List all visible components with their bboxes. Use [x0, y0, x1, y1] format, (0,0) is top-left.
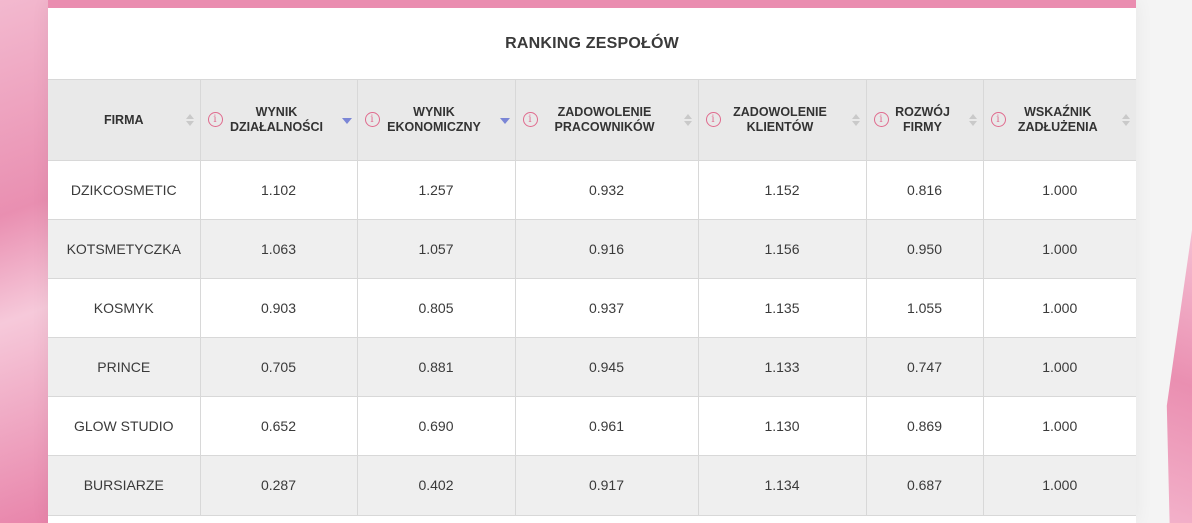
sort-icon[interactable] [1121, 114, 1130, 128]
score-cell: 0.816 [866, 160, 984, 220]
column-header-label: ROZWÓJ FIRMY [895, 105, 950, 134]
background-decor-right [1136, 0, 1192, 523]
sort-icon[interactable] [683, 114, 692, 128]
column-header-label: FIRMA [103, 112, 144, 127]
team-name-cell: KOTSMETYCZKA [48, 219, 201, 279]
score-cell: 1.133 [698, 337, 867, 397]
score-cell: 1.000 [983, 455, 1136, 515]
score-cell: 0.903 [200, 278, 358, 338]
table-header-row: FIRMA i WYNIK DZIAŁALNOŚCI i WYNIK EKONOMICZ… [48, 79, 1136, 161]
score-cell: 0.950 [866, 219, 984, 279]
team-name-cell: BURSIARZE [48, 455, 201, 515]
column-header-label: ZADOWOLENIE PRACOWNIKÓW [554, 105, 655, 134]
sort-icon[interactable] [851, 114, 860, 128]
score-cell: 0.932 [515, 160, 699, 220]
column-header-label: WYNIK DZIAŁALNOŚCI [229, 105, 324, 134]
table-row: GLOW STUDIO 0.652 0.690 0.961 1.130 0.869 1.00… [48, 396, 1136, 456]
score-cell: 1.152 [698, 160, 867, 220]
page-title: RANKING ZESPOŁÓW [505, 34, 679, 52]
panel-accent-bar [48, 0, 1136, 8]
team-name-cell: PRINCE [48, 337, 201, 397]
table-row: BURSIARZE 0.287 0.402 0.917 1.134 0.687 1.000 [48, 455, 1136, 515]
column-header[interactable]: i WYNIK DZIAŁALNOŚCI [200, 79, 358, 161]
sort-icon[interactable] [185, 114, 194, 128]
score-cell: 0.747 [866, 337, 984, 397]
score-cell: 0.705 [200, 337, 358, 397]
score-cell: 1.000 [983, 396, 1136, 456]
team-name-cell: DZIKCOSMETIC [48, 160, 201, 220]
score-cell: 1.257 [357, 160, 516, 220]
score-cell: 0.937 [515, 278, 699, 338]
score-cell: 0.961 [515, 396, 699, 456]
team-name-cell: GLOW STUDIO [48, 396, 201, 456]
ranking-panel: RANKING ZESPOŁÓW FIRMA i WYNIK DZIAŁALNOŚC… [48, 0, 1136, 523]
score-cell: 0.402 [357, 455, 516, 515]
score-cell: 0.287 [200, 455, 358, 515]
score-cell: 1.063 [200, 219, 358, 279]
column-header[interactable]: FIRMA [48, 79, 201, 161]
score-cell: 1.156 [698, 219, 867, 279]
table-row: KOSMYK 0.903 0.805 0.937 1.135 1.055 1.000 [48, 278, 1136, 338]
score-cell: 0.881 [357, 337, 516, 397]
sort-icon[interactable] [968, 114, 977, 128]
score-cell: 0.690 [357, 396, 516, 456]
background-decor-left [0, 0, 48, 523]
score-cell: 1.130 [698, 396, 867, 456]
column-header[interactable]: i ROZWÓJ FIRMY [866, 79, 984, 161]
score-cell: 0.945 [515, 337, 699, 397]
score-cell: 1.055 [866, 278, 984, 338]
score-cell: 1.102 [200, 160, 358, 220]
score-cell: 1.134 [698, 455, 867, 515]
score-cell: 0.917 [515, 455, 699, 515]
table-row: DZIKCOSMETIC 1.102 1.257 0.932 1.152 0.816 1.0… [48, 160, 1136, 220]
score-cell: 1.135 [698, 278, 867, 338]
info-icon[interactable]: i [364, 112, 380, 127]
score-cell: 0.652 [200, 396, 358, 456]
score-cell: 1.000 [983, 337, 1136, 397]
info-icon[interactable]: i [522, 112, 538, 127]
column-header-label: WYNIK EKONOMICZNY [387, 105, 481, 134]
sort-desc-icon[interactable] [499, 114, 510, 128]
sort-desc-icon[interactable] [341, 114, 352, 128]
info-icon[interactable]: i [207, 112, 223, 127]
info-icon[interactable]: i [990, 112, 1006, 127]
score-cell: 0.869 [866, 396, 984, 456]
column-header[interactable]: i WYNIK EKONOMICZNY [357, 79, 516, 161]
column-header[interactable]: i ZADOWOLENIE KLIENTÓW [698, 79, 867, 161]
column-header-label: WSKAŹNIK ZADŁUŻENIA [1017, 105, 1098, 134]
score-cell: 1.000 [983, 160, 1136, 220]
table-bottom-border [48, 514, 1136, 523]
ranking-table: FIRMA i WYNIK DZIAŁALNOŚCI i WYNIK EKONOMICZ… [48, 79, 1136, 515]
score-cell: 1.000 [983, 219, 1136, 279]
table-row: PRINCE 0.705 0.881 0.945 1.133 0.747 1.000 [48, 337, 1136, 397]
score-cell: 0.805 [357, 278, 516, 338]
info-icon[interactable]: i [873, 112, 889, 127]
column-header[interactable]: i ZADOWOLENIE PRACOWNIKÓW [515, 79, 699, 161]
column-header-label: ZADOWOLENIE KLIENTÓW [733, 105, 827, 134]
table-body: DZIKCOSMETIC 1.102 1.257 0.932 1.152 0.816 1.0… [48, 160, 1136, 515]
score-cell: 1.000 [983, 278, 1136, 338]
info-icon[interactable]: i [705, 112, 721, 127]
score-cell: 0.916 [515, 219, 699, 279]
score-cell: 0.687 [866, 455, 984, 515]
table-row: KOTSMETYCZKA 1.063 1.057 0.916 1.156 0.950 1.0… [48, 219, 1136, 279]
team-name-cell: KOSMYK [48, 278, 201, 338]
score-cell: 1.057 [357, 219, 516, 279]
column-header[interactable]: i WSKAŹNIK ZADŁUŻENIA [983, 79, 1136, 161]
